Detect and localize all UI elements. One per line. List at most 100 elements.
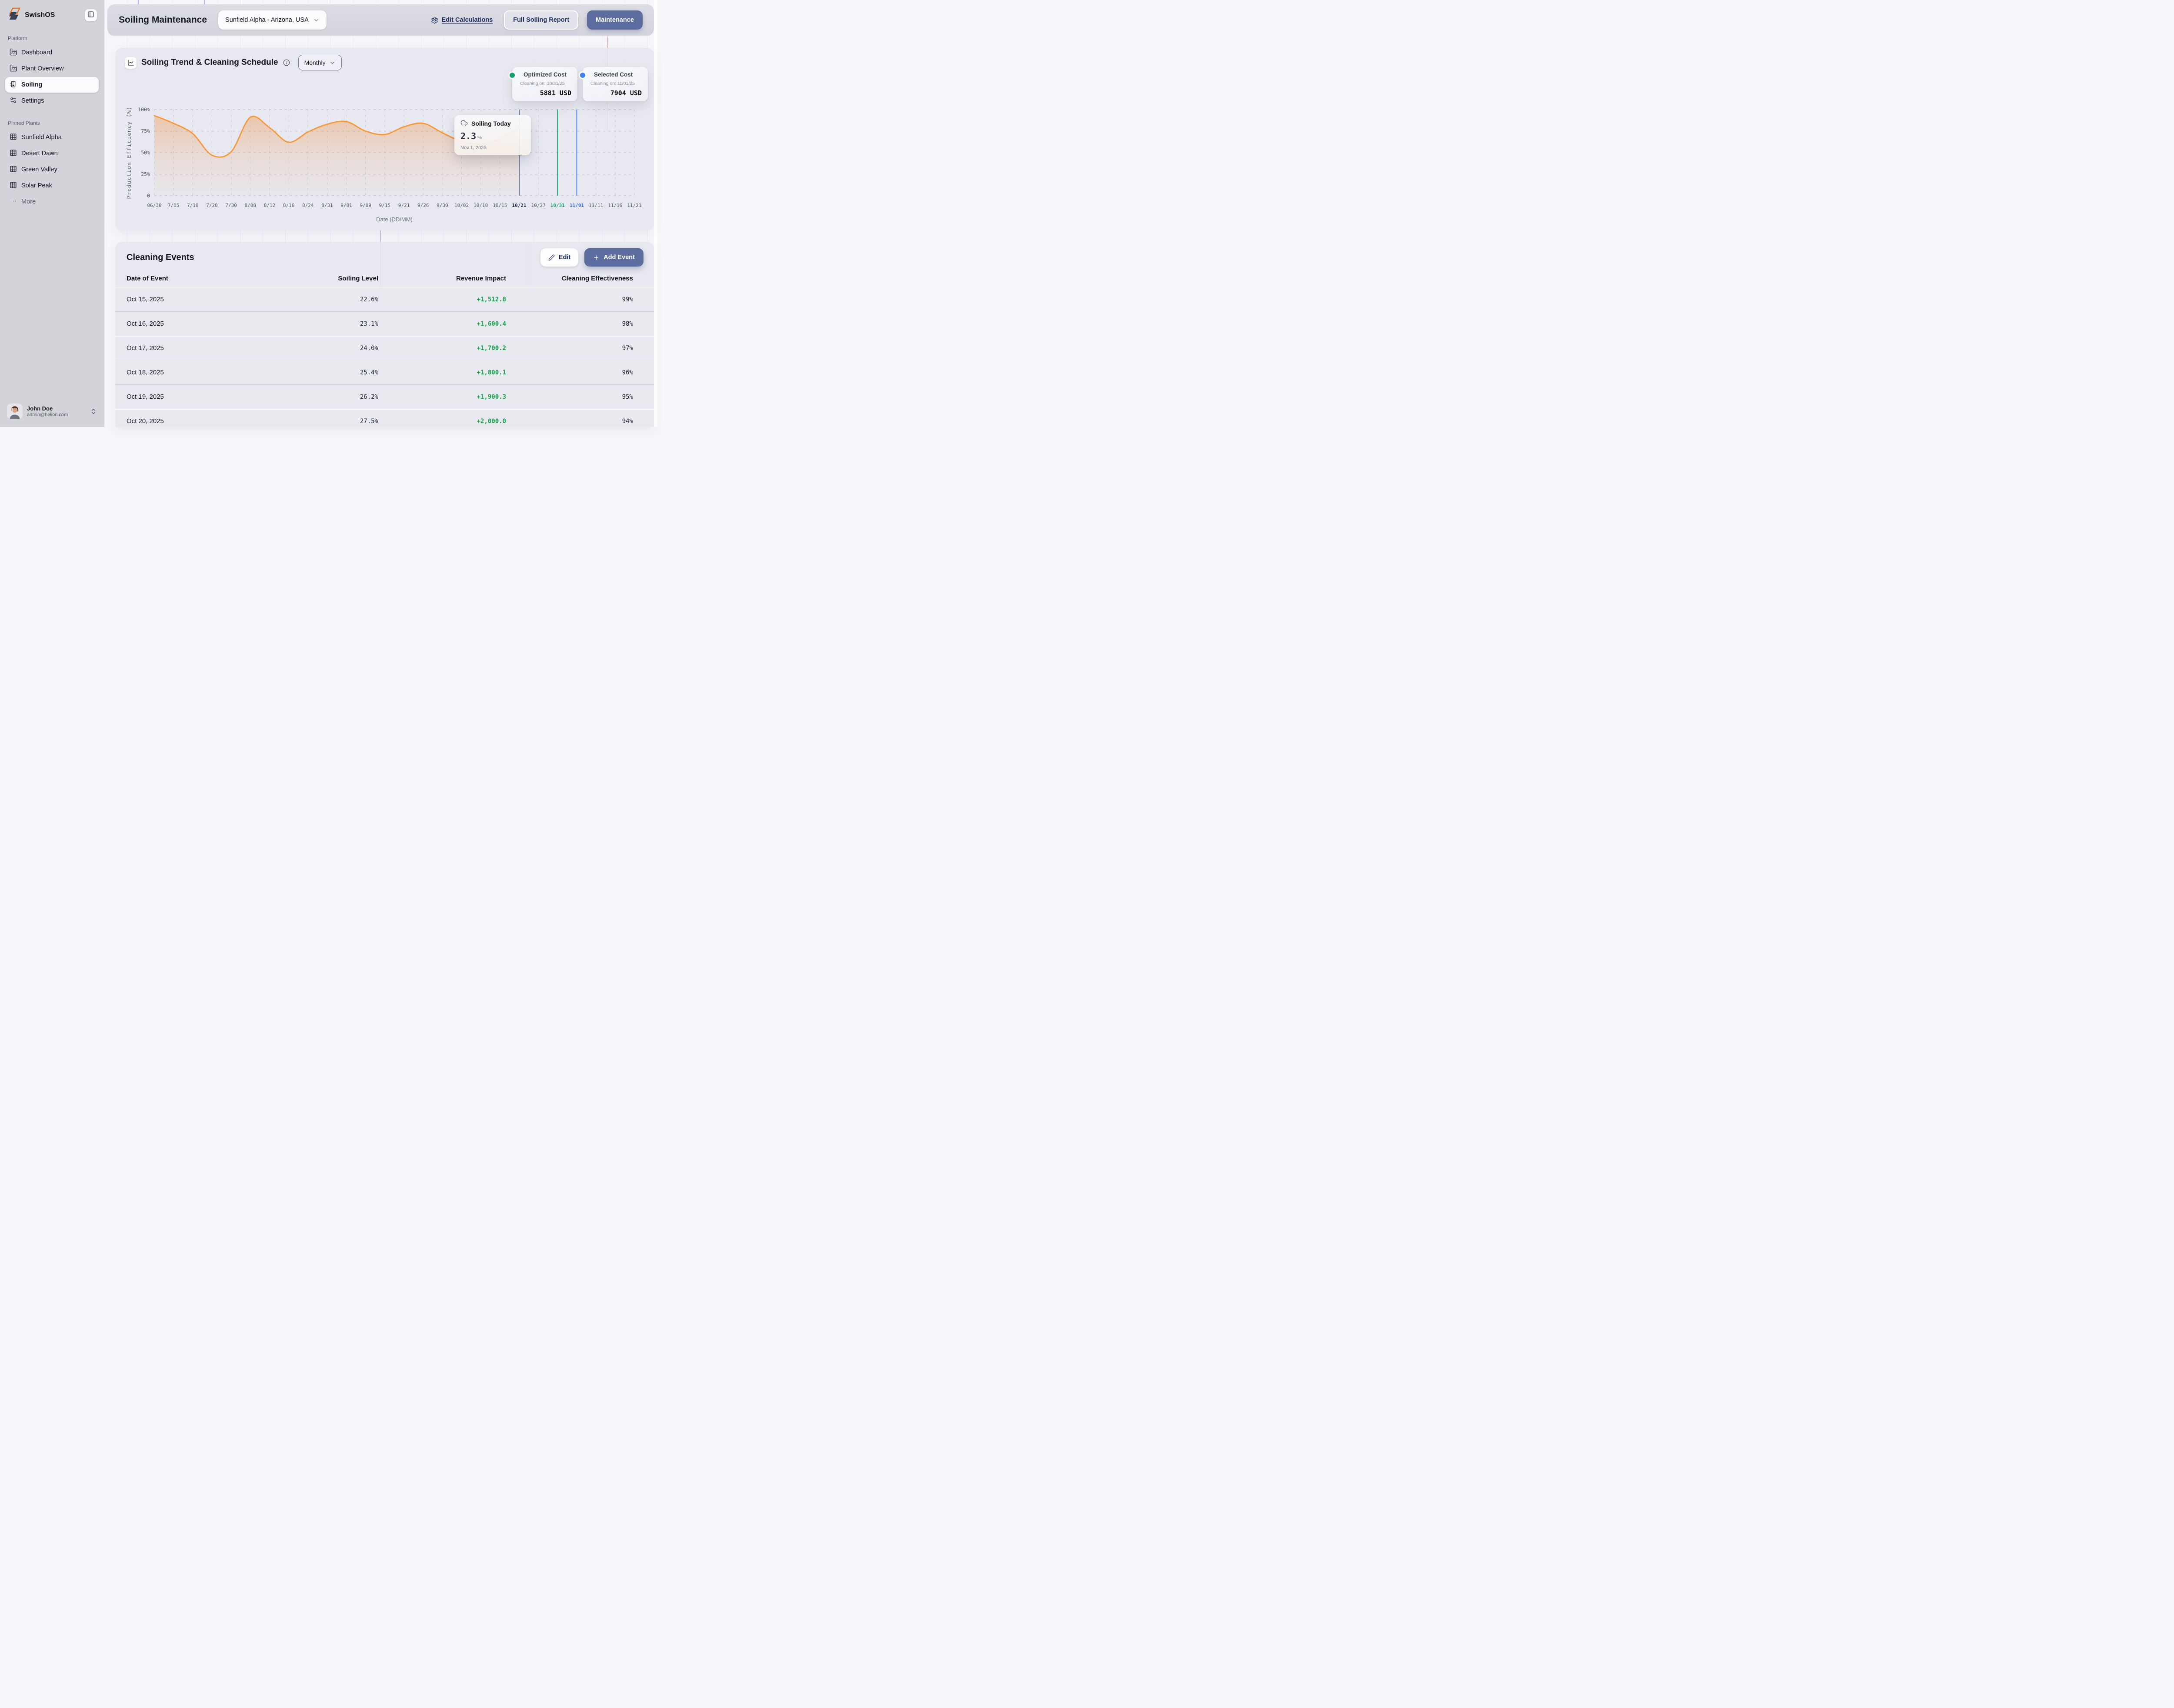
sidebar-item-label: Plant Overview — [21, 65, 64, 72]
pencil-icon — [548, 254, 555, 261]
sidebar-nav: Dashboard Plant Overview Soiling Settings — [5, 45, 99, 109]
soiling-tooltip: Soiling Today 2.3 % Nov 1, 2025 — [454, 115, 531, 155]
sidebar-item-settings[interactable]: Settings — [5, 93, 99, 109]
sidebar-toggle-button[interactable] — [85, 9, 97, 21]
table-row[interactable]: Oct 20, 2025 27.5% +2,000.0 94% — [115, 409, 654, 427]
factory-icon — [10, 48, 17, 56]
x-tick-label: 8/08 — [245, 203, 257, 208]
x-tick-label: 11/16 — [608, 203, 622, 208]
tooltip-title: Soiling Today — [471, 120, 511, 127]
table-row[interactable]: Oct 15, 2025 22.6% +1,512.8 99% — [115, 287, 654, 311]
soiling-trend-panel: 025%50%75%100%06/307/057/107/207/308/088… — [115, 48, 654, 230]
solar-grid-icon — [10, 165, 17, 174]
add-event-label: Add Event — [604, 254, 635, 261]
table-row[interactable]: Oct 17, 2025 24.0% +1,700.2 97% — [115, 336, 654, 360]
sidebar-item-desert-dawn[interactable]: Desert Dawn — [5, 146, 99, 161]
scrollbar-gutter[interactable] — [654, 0, 657, 427]
sidebar-item-sunfield-alpha[interactable]: Sunfield Alpha — [5, 130, 99, 145]
cell-soiling-level: 22.6% — [252, 296, 391, 303]
x-tick-label: 11/21 — [627, 203, 641, 208]
full-soiling-report-button[interactable]: Full Soiling Report — [504, 10, 578, 30]
page-header: Soiling Maintenance Sunfield Alpha - Ari… — [107, 4, 654, 36]
cell-date: Oct 20, 2025 — [127, 417, 252, 425]
cleaning-events-panel: Cleaning Events Edit Add Event Date of E… — [115, 242, 654, 427]
user-card[interactable]: John Doe admin@helion.com — [5, 401, 99, 422]
legend-dot — [510, 73, 515, 78]
x-tick-label: 8/31 — [321, 203, 333, 208]
chart-header: Soiling Trend & Cleaning Schedule Monthl… — [125, 55, 342, 70]
sidebar-item-more[interactable]: More — [5, 194, 99, 210]
sidebar-item-green-valley[interactable]: Green Valley — [5, 162, 99, 177]
sidebar: SwishOS Platform DashboardPlant Overview… — [0, 0, 104, 427]
sidebar-item-label: Dashboard — [21, 49, 52, 56]
cell-revenue-impact: +1,600.4 — [391, 320, 522, 327]
pencil-icon — [548, 254, 555, 261]
header-actions: Edit Calculations Full Soiling Report Ma… — [428, 10, 643, 30]
chart-title: Soiling Trend & Cleaning Schedule — [141, 58, 278, 67]
page-title: Soiling Maintenance — [119, 15, 207, 25]
full-report-label: Full Soiling Report — [513, 17, 569, 23]
avatar — [7, 404, 23, 419]
y-tick-label: 100% — [138, 107, 150, 113]
ellipsis-icon — [10, 197, 17, 205]
plant-selector-dropdown[interactable]: Sunfield Alpha - Arizona, USA — [218, 10, 327, 30]
table-row[interactable]: Oct 18, 2025 25.4% +1,800.1 96% — [115, 360, 654, 384]
cell-revenue-impact: +1,800.1 — [391, 369, 522, 376]
plus-icon — [593, 254, 600, 261]
chevron-down-icon — [329, 60, 336, 66]
legend-value: 5881 USD — [520, 89, 571, 97]
x-axis-label: Date (DD/MM) — [376, 216, 413, 223]
sidebar-item-label: Settings — [21, 97, 44, 104]
period-dropdown[interactable]: Monthly — [298, 55, 342, 70]
table-header-row: Cleaning Events Edit Add Event — [115, 242, 654, 267]
platform-section-label: Platform — [8, 35, 96, 41]
user-email: admin@helion.com — [27, 412, 86, 417]
cloud-hail-icon — [460, 120, 468, 127]
x-tick-label: 8/16 — [283, 203, 295, 208]
swishos-logo — [7, 7, 21, 21]
sidebar-item-plant-overview[interactable]: Plant Overview — [5, 61, 99, 77]
legend-label: Optimized Cost — [520, 71, 571, 78]
period-value: Monthly — [304, 59, 326, 66]
swishos-logo-icon — [7, 7, 21, 23]
sidebar-item-label: Desert Dawn — [21, 150, 58, 157]
x-tick-label: 7/05 — [168, 203, 180, 208]
sidebar-item-soiling[interactable]: Soiling — [5, 77, 99, 93]
edit-button[interactable]: Edit — [540, 248, 578, 267]
cell-soiling-level: 26.2% — [252, 394, 391, 400]
cell-date: Oct 18, 2025 — [127, 369, 252, 376]
cell-soiling-level: 25.4% — [252, 369, 391, 376]
edit-calculations-label: Edit Calculations — [442, 17, 493, 23]
cell-cleaning-effectiveness: 94% — [522, 418, 644, 425]
factory-icon — [10, 64, 17, 73]
table-row[interactable]: Oct 16, 2025 23.1% +1,600.4 98% — [115, 311, 654, 336]
user-name: John Doe — [27, 405, 86, 412]
panel-left-icon — [87, 11, 94, 19]
legend-subtitle: Cleaning on: 11/01/25 — [590, 81, 642, 86]
table-row[interactable]: Oct 19, 2025 26.2% +1,900.3 95% — [115, 384, 654, 409]
table-column-headers: Date of EventSoiling LevelRevenue Impact… — [115, 273, 654, 284]
cell-soiling-level: 27.5% — [252, 418, 391, 425]
table-title: Cleaning Events — [127, 253, 540, 263]
y-tick-label: 25% — [141, 171, 150, 177]
gear-icon — [431, 17, 438, 24]
x-tick-label: 9/09 — [360, 203, 372, 208]
y-tick-label: 75% — [141, 128, 150, 134]
edit-calculations-link[interactable]: Edit Calculations — [428, 16, 496, 24]
cell-revenue-impact: +1,512.8 — [391, 296, 522, 303]
pinned-plants-label: Pinned Plants — [8, 120, 96, 126]
plant-selector-value: Sunfield Alpha - Arizona, USA — [225, 17, 309, 23]
add-event-button[interactable]: Add Event — [584, 248, 644, 267]
maintenance-button[interactable]: Maintenance — [587, 10, 643, 30]
solar-grid-icon — [10, 181, 17, 189]
y-tick-label: 50% — [141, 150, 150, 156]
cell-cleaning-effectiveness: 98% — [522, 320, 644, 327]
info-icon[interactable] — [283, 59, 290, 66]
x-tick-label: 7/20 — [206, 203, 218, 208]
legend-label: Selected Cost — [590, 71, 642, 78]
sidebar-item-dashboard[interactable]: Dashboard — [5, 45, 99, 60]
tooltip-unit: % — [477, 135, 482, 140]
sidebar-item-solar-peak[interactable]: Solar Peak — [5, 178, 99, 193]
edit-label: Edit — [559, 254, 570, 261]
legend-subtitle: Cleaning on: 10/31/25 — [520, 81, 571, 86]
